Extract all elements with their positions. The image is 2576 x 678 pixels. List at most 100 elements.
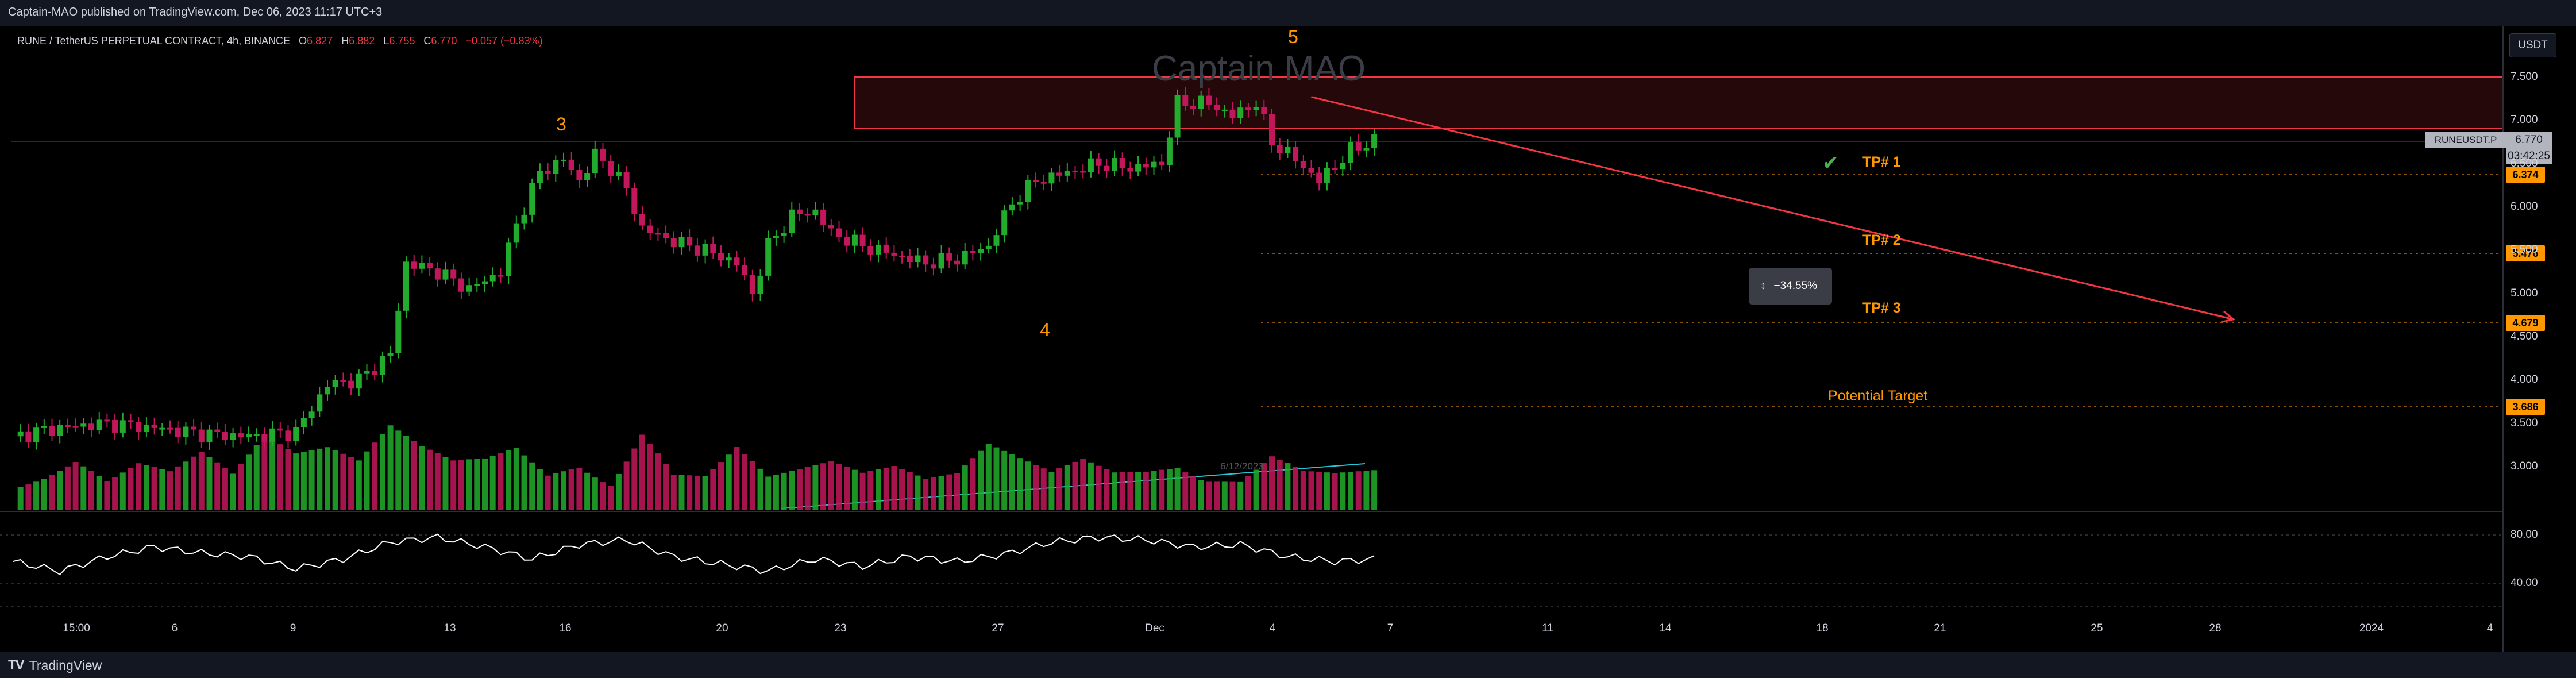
candle bbox=[489, 267, 496, 287]
candle-body bbox=[930, 264, 936, 269]
candle bbox=[64, 418, 71, 433]
candle bbox=[1119, 152, 1125, 176]
candle bbox=[1017, 195, 1023, 211]
volume-bar bbox=[1182, 472, 1189, 510]
candle bbox=[1159, 154, 1165, 170]
candle-body bbox=[600, 148, 606, 161]
volume-bar bbox=[498, 453, 504, 510]
volume-bar bbox=[1348, 472, 1353, 510]
candle-body bbox=[828, 224, 834, 229]
volume-bar bbox=[1332, 473, 1338, 510]
candle-body bbox=[1048, 172, 1055, 184]
candle-body bbox=[1104, 165, 1110, 171]
volume-bar bbox=[348, 457, 354, 510]
volume-bar bbox=[395, 430, 402, 510]
volume-bar bbox=[710, 469, 716, 510]
candle bbox=[1332, 160, 1338, 174]
candle-body bbox=[891, 252, 897, 256]
candle bbox=[317, 387, 323, 417]
candle bbox=[1308, 160, 1314, 178]
volume-bar bbox=[687, 475, 693, 510]
volume-bar bbox=[411, 441, 417, 510]
candle-body bbox=[253, 434, 260, 436]
candle-body bbox=[687, 237, 693, 246]
candle-body bbox=[1025, 180, 1031, 202]
tradingview-logo-icon[interactable]: TV TradingView bbox=[8, 657, 102, 673]
candle bbox=[985, 238, 992, 254]
ticker-label: RUNEUSDT.P bbox=[2425, 132, 2506, 148]
candle-body bbox=[325, 387, 330, 395]
candle bbox=[33, 422, 40, 450]
supply-zone bbox=[854, 76, 2504, 129]
candle-body bbox=[978, 249, 984, 253]
volume-bar bbox=[1048, 472, 1055, 510]
price-chart[interactable] bbox=[0, 26, 2576, 652]
candle bbox=[670, 231, 677, 254]
candle-body bbox=[1206, 95, 1212, 105]
candle-body bbox=[1332, 168, 1338, 170]
candle bbox=[1048, 168, 1055, 191]
candle bbox=[214, 422, 221, 438]
volume-bar bbox=[631, 448, 638, 510]
currency-button[interactable]: USDT bbox=[2509, 33, 2556, 57]
candle bbox=[978, 242, 984, 261]
candle bbox=[1072, 165, 1078, 179]
candle-body bbox=[529, 183, 535, 215]
candle-body bbox=[332, 380, 338, 387]
volume-bar bbox=[655, 453, 661, 510]
volume-bar bbox=[167, 471, 173, 510]
candle-body bbox=[57, 425, 63, 436]
volume-bar bbox=[1214, 481, 1220, 510]
high-label: H bbox=[341, 35, 349, 47]
candle-body bbox=[269, 428, 276, 442]
candle bbox=[1237, 100, 1244, 124]
volume-bar bbox=[851, 469, 858, 510]
time-tick: 9 bbox=[290, 622, 296, 634]
candle-body bbox=[1151, 161, 1157, 168]
volume-bar bbox=[1363, 471, 1370, 510]
volume-bar bbox=[482, 458, 488, 510]
candle bbox=[482, 276, 488, 292]
open-label: O bbox=[299, 35, 307, 47]
volume-bar bbox=[1166, 469, 1173, 510]
volume-bar bbox=[325, 447, 330, 510]
volume-bar bbox=[1285, 463, 1291, 510]
volume-bar bbox=[1040, 468, 1047, 510]
candle-body bbox=[1143, 164, 1149, 168]
candle-body bbox=[151, 424, 157, 428]
candle bbox=[647, 219, 653, 240]
volume-bar bbox=[789, 471, 795, 510]
candle-body bbox=[80, 423, 87, 427]
candle-body bbox=[797, 209, 803, 214]
wave-4-label: 4 bbox=[1040, 319, 1050, 340]
candle bbox=[1064, 163, 1070, 182]
candle bbox=[57, 419, 63, 444]
candle bbox=[191, 419, 197, 436]
candle bbox=[1316, 167, 1322, 191]
open-value: 6.827 bbox=[307, 35, 333, 47]
candle-body bbox=[364, 371, 370, 374]
volume-bar bbox=[1300, 471, 1306, 510]
candle-body bbox=[372, 371, 378, 375]
candle bbox=[253, 428, 260, 442]
volume-bar bbox=[804, 467, 811, 510]
candle bbox=[553, 155, 559, 182]
volume-bar bbox=[442, 457, 449, 510]
candle-body bbox=[1182, 95, 1189, 106]
candle-body bbox=[1221, 109, 1228, 111]
candle bbox=[946, 247, 952, 268]
measure-box[interactable]: ↕ −34.55% bbox=[1749, 268, 1832, 305]
volume-bar bbox=[1096, 465, 1102, 510]
candle bbox=[1324, 162, 1330, 191]
volume-bar bbox=[285, 449, 291, 510]
volume-bar bbox=[1017, 458, 1023, 510]
candle bbox=[96, 411, 102, 435]
candle-body bbox=[1229, 109, 1236, 118]
candle-body bbox=[742, 265, 748, 275]
candle bbox=[419, 255, 425, 274]
candle-body bbox=[136, 422, 142, 432]
candle-body bbox=[1355, 142, 1362, 151]
candle bbox=[348, 373, 354, 395]
candle-body bbox=[1340, 163, 1346, 170]
candle-body bbox=[513, 223, 519, 243]
